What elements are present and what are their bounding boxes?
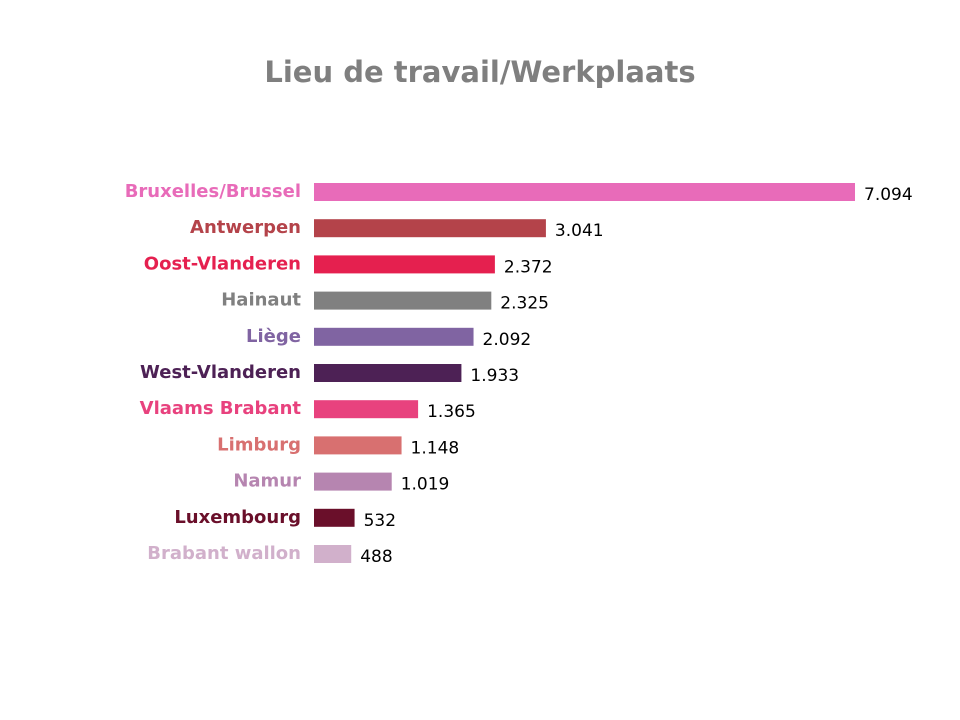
category-label-liege: Liège xyxy=(246,326,301,347)
category-label-west-vlanderen: West-Vlanderen xyxy=(140,362,301,383)
value-label-bruxelles-brussel: 7.094 xyxy=(864,185,913,205)
bar-luxembourg xyxy=(314,508,355,527)
bar-oost-vlanderen xyxy=(314,255,495,274)
bar-brabant-wallon xyxy=(314,545,352,563)
category-label-luxembourg: Luxembourg xyxy=(174,507,301,528)
category-label-antwerpen: Antwerpen xyxy=(190,217,301,238)
bar-hainaut xyxy=(314,291,492,310)
value-label-oost-vlanderen: 2.372 xyxy=(504,257,553,277)
value-label-liege: 2.092 xyxy=(483,330,532,350)
value-label-hainaut: 2.325 xyxy=(500,294,549,314)
category-label-bruxelles-brussel: Bruxelles/Brussel xyxy=(125,181,301,202)
bar-antwerpen xyxy=(314,219,546,238)
chart-title: Lieu de travail/Werkplaats xyxy=(264,55,696,89)
bar-namur xyxy=(314,472,392,491)
value-label-antwerpen: 3.041 xyxy=(555,221,604,241)
value-label-vlaams-brabant: 1.365 xyxy=(427,402,476,422)
value-label-luxembourg: 532 xyxy=(364,511,396,531)
category-label-brabant-wallon: Brabant wallon xyxy=(147,543,301,564)
bar-west-vlanderen xyxy=(314,364,462,382)
category-label-hainaut: Hainaut xyxy=(221,290,301,311)
value-label-west-vlanderen: 1.933 xyxy=(470,366,519,386)
bar-liege xyxy=(314,327,474,346)
bar-limburg xyxy=(314,436,402,455)
value-label-limburg: 1.148 xyxy=(411,438,460,458)
category-label-limburg: Limburg xyxy=(217,434,301,455)
value-label-namur: 1.019 xyxy=(401,475,450,495)
category-label-namur: Namur xyxy=(233,471,301,492)
category-label-oost-vlanderen: Oost-Vlanderen xyxy=(144,253,301,274)
bar-bruxelles-brussel xyxy=(314,183,855,201)
bar-vlaams-brabant xyxy=(314,400,419,419)
value-label-brabant-wallon: 488 xyxy=(360,547,392,567)
category-label-vlaams-brabant: Vlaams Brabant xyxy=(140,398,302,419)
